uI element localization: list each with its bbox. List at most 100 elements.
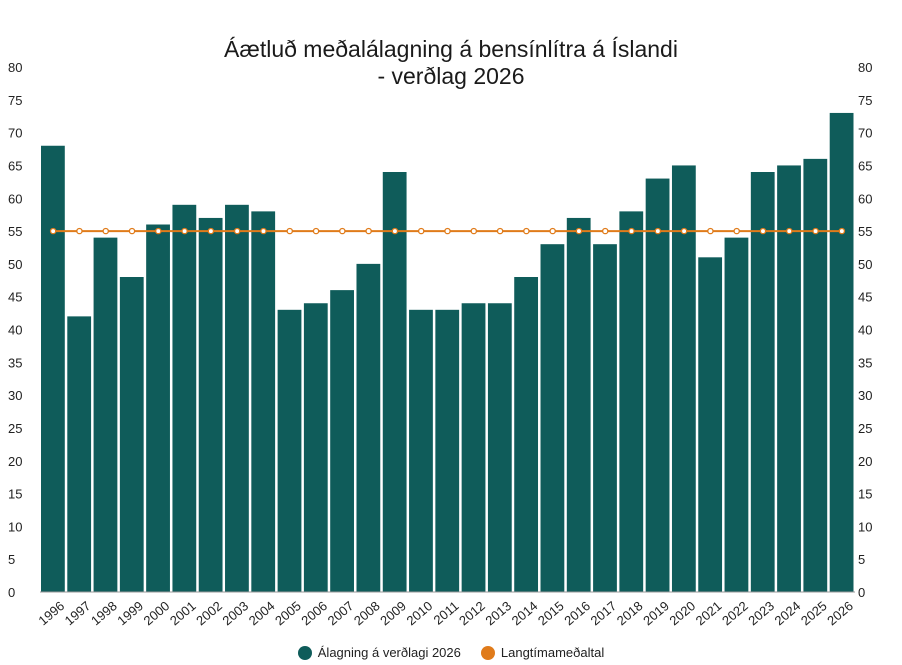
bar-2023[interactable] <box>750 172 775 592</box>
average-point-2023[interactable] <box>759 227 767 235</box>
average-point-2008[interactable] <box>365 227 372 235</box>
bar-2017[interactable] <box>593 244 617 592</box>
bar-1997[interactable] <box>67 316 92 592</box>
bar-2021[interactable] <box>698 257 723 592</box>
average-point-2001[interactable] <box>181 227 188 235</box>
average-point-2004[interactable] <box>260 227 267 235</box>
y-tick-label-left: 75 <box>8 93 22 108</box>
x-tick-label: 2021 <box>693 598 725 628</box>
y-tick-label-left: 40 <box>8 323 22 338</box>
average-point-2026[interactable] <box>838 227 846 235</box>
y-tick-label-left: 65 <box>8 158 22 173</box>
bar-2025[interactable] <box>803 158 828 592</box>
bar-2019[interactable] <box>645 178 670 592</box>
bar-2022[interactable] <box>724 237 749 592</box>
x-tick-label: 2004 <box>246 598 278 628</box>
bar-2009[interactable] <box>382 172 407 592</box>
average-point-2014[interactable] <box>523 227 530 235</box>
y-tick-label-left: 20 <box>8 454 22 469</box>
x-tick-label: 1996 <box>35 598 67 628</box>
bar-2000[interactable] <box>146 224 170 593</box>
average-point-2013[interactable] <box>496 227 504 235</box>
y-tick-label-right: 60 <box>858 191 872 206</box>
average-point-2010[interactable] <box>417 227 425 235</box>
bar-2012[interactable] <box>461 303 486 592</box>
bar-2013[interactable] <box>487 303 512 592</box>
x-tick-label: 2020 <box>666 598 698 628</box>
bar-2005[interactable] <box>277 309 302 592</box>
average-point-1998[interactable] <box>102 227 109 235</box>
average-point-2016[interactable] <box>575 227 583 235</box>
x-tick-label: 1999 <box>114 598 146 628</box>
y-tick-label-left: 30 <box>8 388 22 403</box>
bar-2018[interactable] <box>619 211 644 592</box>
chart-title: Áætluð meðalálagning á bensínlítra á Ísl… <box>150 36 752 90</box>
bar-2001[interactable] <box>172 204 197 592</box>
y-tick-label-right: 75 <box>858 93 872 108</box>
average-point-2017[interactable] <box>601 227 609 235</box>
legend-swatch-average <box>480 645 495 660</box>
x-tick-label: 2026 <box>824 598 856 628</box>
average-point-1999[interactable] <box>128 227 136 235</box>
average-point-2022[interactable] <box>733 227 740 235</box>
average-point-2006[interactable] <box>312 227 320 235</box>
bar-2011[interactable] <box>435 309 460 592</box>
legend-item-average[interactable]: Langtímameðaltal <box>480 645 604 660</box>
bar-2014[interactable] <box>514 277 539 592</box>
average-point-2012[interactable] <box>470 227 478 235</box>
bar-2007[interactable] <box>330 290 354 592</box>
legend: Álagning á verðlagi 2026 Langtímameðalta… <box>0 645 902 660</box>
bar-2002[interactable] <box>198 217 223 592</box>
legend-swatch-bars <box>297 645 312 660</box>
average-point-2007[interactable] <box>339 227 346 235</box>
bar-2010[interactable] <box>409 309 433 592</box>
y-tick-label-right: 30 <box>858 388 872 403</box>
y-tick-label-left: 45 <box>8 290 22 305</box>
average-point-2020[interactable] <box>680 227 688 235</box>
bar-2026[interactable] <box>829 112 854 592</box>
legend-item-bars[interactable]: Álagning á verðlagi 2026 <box>297 645 461 660</box>
x-tick-label: 2016 <box>561 598 593 628</box>
bar-1996[interactable] <box>41 145 65 592</box>
bar-1999[interactable] <box>119 277 144 592</box>
average-point-2005[interactable] <box>286 227 294 235</box>
average-point-1997[interactable] <box>76 227 83 235</box>
bar-2024[interactable] <box>777 165 801 592</box>
bar-2008[interactable] <box>356 263 381 592</box>
average-point-2019[interactable] <box>654 227 662 235</box>
average-point-2021[interactable] <box>707 227 714 235</box>
y-tick-label-left: 50 <box>8 257 22 272</box>
average-point-2015[interactable] <box>549 227 556 235</box>
x-tick-label: 2018 <box>614 598 646 628</box>
y-tick-label-right: 80 <box>858 60 872 75</box>
average-point-2025[interactable] <box>812 227 819 235</box>
y-tick-label-right: 40 <box>858 323 872 338</box>
average-point-1996[interactable] <box>49 227 57 235</box>
bar-1998[interactable] <box>93 237 118 592</box>
y-tick-label-right: 45 <box>858 290 872 305</box>
y-tick-label-right: 15 <box>858 487 872 502</box>
y-tick-label-right: 25 <box>858 421 872 436</box>
average-point-2024[interactable] <box>786 227 793 235</box>
average-point-2009[interactable] <box>391 227 399 235</box>
chart-title-line1: Áætluð meðalálagning á bensínlítra á Ísl… <box>224 36 678 62</box>
x-tick-label: 2003 <box>219 598 251 628</box>
bar-2016[interactable] <box>566 217 591 592</box>
x-tick-label: 2013 <box>482 598 514 628</box>
y-tick-label-right: 50 <box>858 257 872 272</box>
x-tick-label: 2009 <box>377 598 409 628</box>
average-point-2018[interactable] <box>628 227 635 235</box>
bar-2020[interactable] <box>671 165 696 592</box>
bar-2004[interactable] <box>251 211 276 592</box>
bar-2003[interactable] <box>225 204 249 592</box>
x-tick-label: 2002 <box>193 598 225 628</box>
average-point-2003[interactable] <box>233 227 241 235</box>
average-point-2002[interactable] <box>207 227 215 235</box>
x-tick-label: 1997 <box>62 598 94 628</box>
bar-2015[interactable] <box>540 244 565 592</box>
average-point-2000[interactable] <box>155 227 162 235</box>
average-point-2011[interactable] <box>444 227 451 235</box>
legend-label-bars: Álagning á verðlagi 2026 <box>317 645 461 660</box>
bar-2006[interactable] <box>303 303 328 592</box>
